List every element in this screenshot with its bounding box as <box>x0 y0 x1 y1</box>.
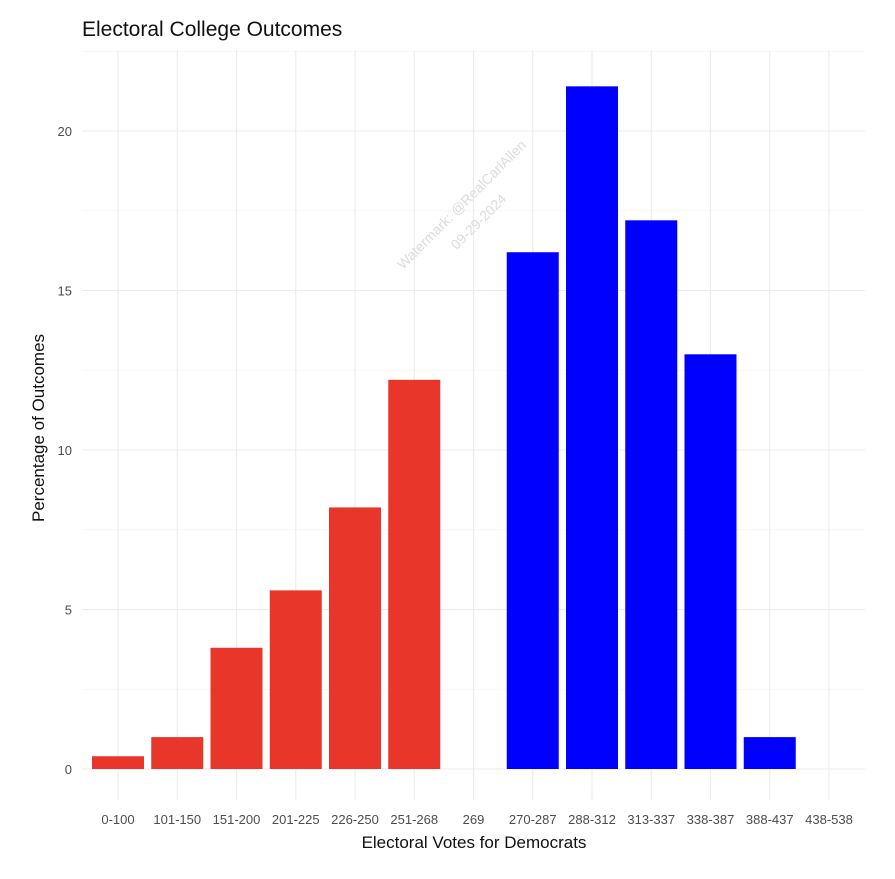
grid <box>82 50 865 800</box>
x-tick-label: 251-268 <box>390 812 438 827</box>
bar-338-387 <box>684 354 737 769</box>
x-tick-label: 101-150 <box>153 812 201 827</box>
y-tick-label: 0 <box>65 762 72 777</box>
bar-313-337 <box>625 220 678 769</box>
x-tick-label: 313-337 <box>627 812 675 827</box>
y-axis-ticks: 0 5 10 15 20 <box>58 124 72 777</box>
bar-101-150 <box>151 737 204 769</box>
y-tick-label: 15 <box>58 284 72 299</box>
x-axis-ticks: 0-100 101-150 151-200 201-225 226-250 251-268… <box>101 812 852 827</box>
bar-288-312 <box>566 86 618 770</box>
x-tick-label: 388-437 <box>746 812 794 827</box>
x-tick-label: 338-387 <box>687 812 735 827</box>
bar-226-250 <box>329 507 381 769</box>
x-axis-title: Electoral Votes for Democrats <box>362 833 587 852</box>
x-tick-label: 288-312 <box>568 812 616 827</box>
x-tick-label: 151-200 <box>213 812 261 827</box>
x-tick-label: 226-250 <box>331 812 379 827</box>
bar-151-200 <box>210 647 263 769</box>
bar-201-225 <box>269 590 322 769</box>
y-axis-title: Percentage of Outcomes <box>29 334 48 522</box>
x-tick-label: 269 <box>463 812 485 827</box>
x-tick-label: 438-538 <box>805 812 853 827</box>
y-tick-label: 5 <box>65 603 72 618</box>
y-tick-label: 10 <box>58 443 72 458</box>
x-tick-label: 270-287 <box>509 812 557 827</box>
bar-0-100 <box>92 756 144 769</box>
bars <box>92 86 796 770</box>
x-tick-label: 201-225 <box>272 812 320 827</box>
y-tick-label: 20 <box>58 124 72 139</box>
chart-title: Electoral College Outcomes <box>82 18 342 41</box>
bar-388-437 <box>743 737 796 769</box>
bar-270-287 <box>506 252 559 770</box>
bar-251-268 <box>388 379 441 769</box>
x-tick-label: 0-100 <box>101 812 134 827</box>
